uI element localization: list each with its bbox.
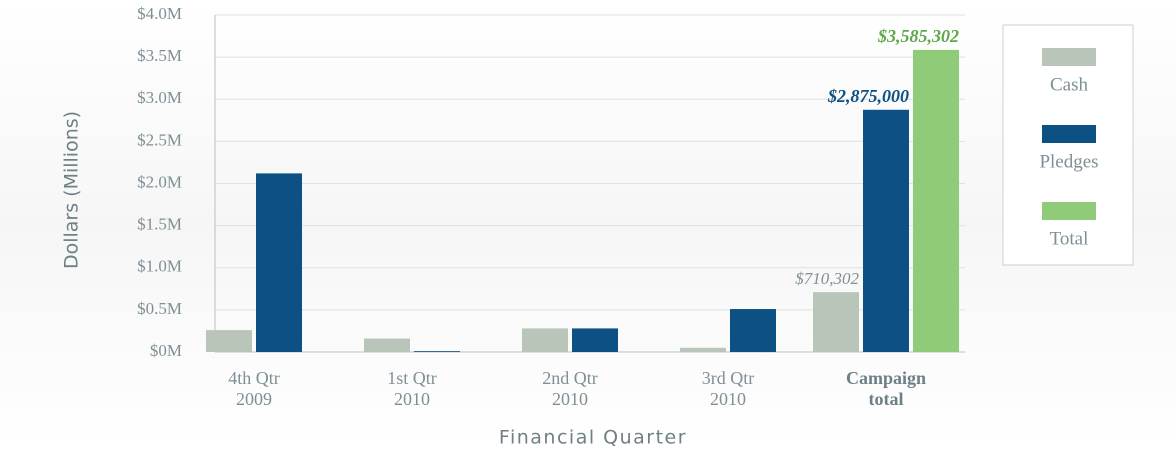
x-tick-label: 4th Qtr 2009 — [228, 368, 280, 409]
y-tick-label: $4.0M — [137, 4, 182, 23]
bar — [863, 109, 909, 352]
value-label: $710,302 — [795, 269, 859, 288]
bar — [730, 309, 776, 352]
bar — [913, 49, 959, 353]
bar — [414, 351, 460, 352]
y-tick-label: $0M — [150, 341, 182, 360]
x-tick-label: 2nd Qtr 2010 — [542, 368, 598, 409]
bar — [206, 330, 252, 352]
x-tick-label: 3rd Qtr 2010 — [701, 368, 755, 409]
x-axis-title: Financial Quarter — [499, 427, 687, 449]
y-tick-label: $1.5M — [137, 215, 182, 234]
value-label: $3,585,302 — [877, 26, 959, 46]
legend-label: Pledges — [1039, 151, 1098, 172]
y-tick-label: $3.0M — [137, 88, 182, 107]
y-tick-label: $1.0M — [137, 257, 182, 276]
y-tick-label: $3.5M — [137, 46, 182, 65]
legend-swatch — [1042, 125, 1096, 143]
bar — [256, 173, 302, 352]
y-tick-label: $0.5M — [137, 299, 182, 318]
bar — [364, 338, 410, 352]
bar — [522, 328, 568, 352]
legend-swatch — [1042, 48, 1096, 66]
bar — [572, 328, 618, 352]
y-tick-label: $2.0M — [137, 172, 182, 191]
legend-swatch — [1042, 202, 1096, 220]
legend-label: Total — [1050, 228, 1089, 249]
bar — [680, 347, 726, 352]
bar — [813, 292, 859, 352]
y-tick-label: $2.5M — [137, 130, 182, 149]
y-axis-title: Dollars (Millions) — [61, 111, 83, 269]
x-tick-label: 1st Qtr 2010 — [387, 368, 437, 409]
value-label: $2,875,000 — [827, 86, 909, 106]
legend-label: Cash — [1050, 74, 1089, 95]
x-tick-label: Campaign total — [845, 368, 926, 409]
